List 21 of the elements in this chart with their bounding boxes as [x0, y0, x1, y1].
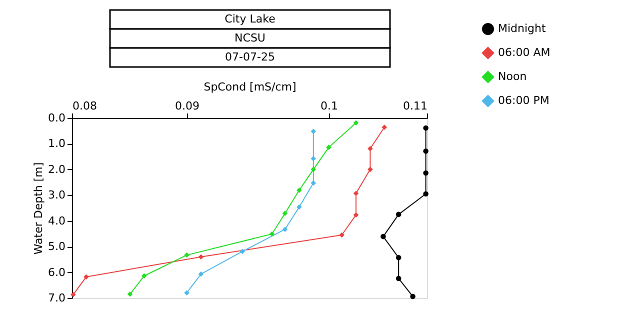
y-tick-label: 7.0: [48, 292, 66, 304]
x-tick-label: 0.09: [175, 100, 200, 112]
y-tick-label: 1.0: [48, 137, 66, 150]
legend-label: 06:00 AM: [498, 46, 550, 59]
text: 07-07-25: [225, 50, 275, 64]
y-tick-label: 0.0: [48, 112, 66, 124]
y-tick-label: 6.0: [48, 266, 66, 279]
y-tick-label: 3.0: [48, 188, 66, 202]
x-tick-label: 0.11: [403, 100, 428, 112]
legend-label: Noon: [498, 70, 527, 83]
y-tick-label: 5.0: [48, 240, 66, 254]
x-axis-title: SpCond [mS/cm]: [204, 80, 296, 94]
y-tick-label: 4.0: [48, 214, 66, 228]
x-tick-label: 0.08: [72, 100, 97, 112]
chart-title: City Lake: [224, 12, 276, 26]
x-tick-label: 0.1: [320, 100, 338, 112]
y-tick-label: 2.0: [48, 162, 66, 176]
chart-subtitle: NCSU: [234, 32, 266, 44]
legend-label: Midnight: [498, 22, 547, 35]
y-axis-title: Water Depth [m]: [32, 162, 46, 255]
legend-label: 06:00 PM: [498, 94, 550, 107]
